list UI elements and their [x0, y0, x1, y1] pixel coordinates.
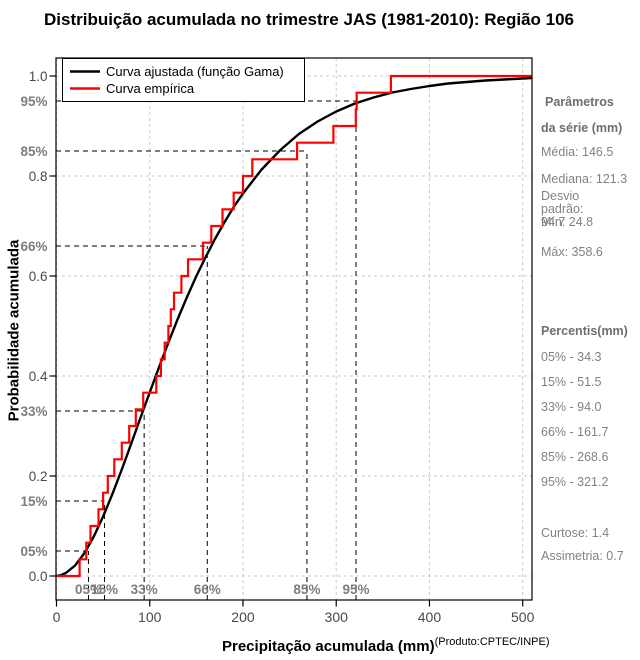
percentil-item: 05% - 34.3 [541, 350, 602, 364]
y-axis-percent-label: 05% [20, 544, 47, 559]
x-tick-label: 100 [138, 609, 162, 625]
y-axis-percent-label: 15% [20, 494, 47, 509]
x-axis-percent-label: 95% [342, 582, 369, 597]
legend-box [62, 58, 305, 102]
y-axis-percent-label: 66% [20, 239, 47, 254]
x-tick-label: 200 [231, 609, 255, 625]
x-tick-label: 400 [418, 609, 442, 625]
x-axis-label-superscript: (Produto:CPTEC/INPE) [434, 636, 550, 648]
x-axis-percent-label: 85% [293, 582, 320, 597]
x-axis-percent-label: 33% [131, 582, 158, 597]
x-tick-label: 300 [325, 609, 349, 625]
param-stat: Desvio padrão: 94.7 [541, 189, 584, 229]
y-axis-percent-label: 33% [20, 404, 47, 419]
y-tick-label: 0.2 [29, 469, 48, 484]
percentil-item: 95% - 321.2 [541, 475, 609, 489]
chart-title: Distribuição acumulada no trimestre JAS … [43, 10, 575, 29]
y-tick-label: 0.4 [29, 369, 48, 384]
x-tick-label: 0 [53, 609, 61, 625]
percentil-item: 85% - 268.6 [541, 450, 609, 464]
y-axis-percent-label: 95% [20, 94, 47, 109]
statistics-sidebar: Parâmetros da série (mm) Média: 146.5 Media… [541, 0, 640, 660]
y-axis-percent-label: 85% [20, 144, 47, 159]
param-stat: Máx: 358.6 [541, 245, 603, 259]
shape-stat: Curtose: 1.4 [541, 526, 610, 540]
x-tick-label: 500 [511, 609, 535, 625]
shape-stat: Assimetria: 0.7 [541, 549, 624, 563]
percentil-item: 66% - 161.7 [541, 425, 609, 439]
percentil-item: 33% - 94.0 [541, 400, 602, 414]
legend-label: Curva empírica [106, 81, 195, 96]
param-stat: Média: 146.5 [541, 145, 614, 159]
y-tick-label: 0.0 [29, 569, 48, 584]
empirical-step-curve [56, 74, 532, 578]
y-tick-label: 0.6 [29, 269, 48, 284]
x-axis-label-text: Precipitação acumulada (mm) [222, 638, 435, 655]
param-stat: Mediana: 121.3 [541, 172, 628, 186]
y-axis-label: Probabilidade acumulada [5, 239, 23, 422]
x-axis-percent-label: 05% [75, 582, 102, 597]
x-axis-label: Precipitação acumulada (mm)(Produto:CPTE… [222, 636, 550, 656]
y-tick-label: 1.0 [29, 69, 48, 84]
legend-label: Curva ajustada (função Gama) [106, 64, 284, 79]
x-axis-percent-label: 66% [194, 582, 221, 597]
x-axis-percent-label: 15% [91, 582, 118, 597]
y-tick-label: 0.8 [29, 169, 48, 184]
params-header-line1: Parâmetros [545, 95, 614, 109]
param-stat: Mín: 24.8 [541, 215, 594, 229]
percentis-header: Percentis(mm) [541, 324, 628, 338]
percentil-item: 15% - 51.5 [541, 375, 602, 389]
params-header-line2: da série (mm) [541, 121, 623, 135]
fitted-gamma-curve [56, 76, 533, 578]
